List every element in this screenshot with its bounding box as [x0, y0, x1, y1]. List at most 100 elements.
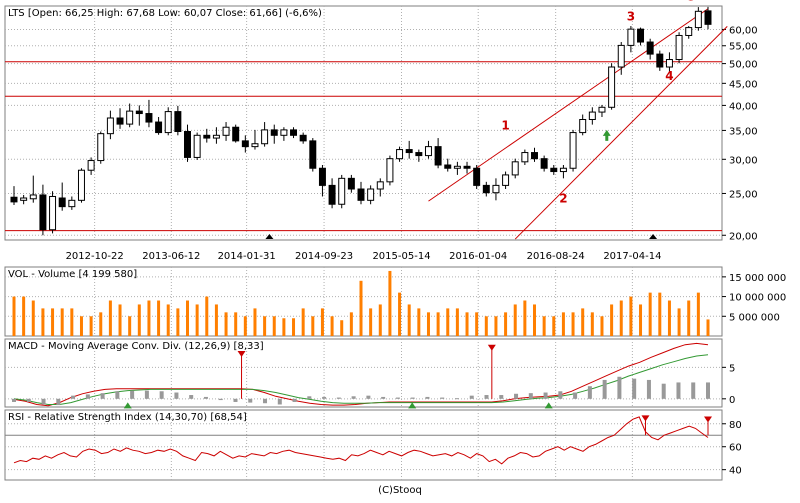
candle-body: [193, 134, 201, 158]
candle-body: [685, 27, 693, 36]
macd-histogram-bar: [676, 382, 681, 399]
wave-label: 3: [627, 9, 635, 23]
macd-histogram-bar: [617, 376, 622, 399]
volume-bar: [330, 316, 334, 336]
buy-signal-arrow: [602, 129, 611, 141]
macd-histogram-bar: [189, 395, 194, 399]
candle-body: [579, 119, 587, 134]
macd-histogram-bar: [587, 386, 592, 399]
volume-bar: [581, 308, 585, 336]
candle-body: [299, 134, 307, 142]
volume-bar: [378, 304, 382, 336]
volume-bar: [12, 296, 16, 336]
macd-histogram-bar: [381, 396, 386, 399]
volume-bar: [234, 312, 238, 336]
macd-histogram-bar: [661, 383, 666, 399]
candle-body: [598, 106, 606, 113]
volume-bar: [369, 308, 373, 336]
macd-histogram-bar: [144, 390, 149, 399]
volume-bar: [388, 270, 392, 336]
candle-body: [10, 196, 18, 203]
candle-body: [270, 129, 278, 136]
volume-bar: [186, 300, 189, 336]
macd-histogram-bar: [366, 395, 371, 399]
axis-marker: [649, 234, 658, 239]
buy-signal-arrow: [544, 402, 553, 409]
macd-histogram-bar: [484, 395, 489, 399]
candle-body: [77, 169, 85, 201]
rsi-series-line: [13, 416, 709, 465]
candle-body: [608, 66, 616, 108]
macd-series-line: [13, 354, 709, 405]
candle-body: [704, 10, 712, 25]
volume-bar: [465, 312, 469, 336]
volume-bar: [292, 318, 296, 336]
volume-bar: [195, 304, 199, 336]
candle-body: [155, 121, 163, 134]
macd-chart-title: MACD - Moving Average Conv. Div. (12,26,…: [8, 341, 264, 352]
price-y-tick-label: 30,00: [729, 155, 758, 166]
macd-histogram-bar: [263, 398, 268, 404]
volume-bar: [31, 300, 35, 336]
rsi-y-tick-label: 60: [729, 443, 742, 454]
volume-bar: [118, 304, 122, 336]
volume-bar: [590, 312, 594, 336]
candle-body: [126, 110, 134, 125]
volume-bar: [205, 296, 209, 336]
candle-body: [405, 149, 413, 154]
volume-bar: [349, 312, 353, 336]
footer-credit: (C)Stooq: [378, 485, 422, 496]
candle-body: [328, 184, 336, 205]
wave-label: 4: [665, 69, 673, 83]
candle-body: [290, 129, 298, 136]
volume-bar: [484, 316, 488, 336]
macd-histogram-bar: [115, 391, 120, 399]
volume-bar: [214, 304, 218, 336]
candle-body: [357, 188, 365, 201]
macd-histogram-bar: [543, 392, 548, 399]
volume-bar: [561, 312, 565, 336]
candle-body: [637, 28, 645, 43]
candle-body: [87, 160, 95, 171]
volume-bar: [513, 304, 517, 336]
candle-body: [559, 167, 567, 173]
volume-bar: [263, 316, 267, 336]
volume-bar: [108, 300, 112, 336]
volume-bar: [629, 296, 633, 336]
volume-bar: [696, 292, 700, 336]
macd-histogram-bar: [499, 395, 504, 399]
volume-bar: [667, 300, 671, 336]
candle-body: [656, 53, 664, 68]
volume-bar: [542, 316, 546, 336]
macd-histogram-bar: [440, 397, 445, 399]
candle-body: [145, 113, 153, 123]
candle-body: [203, 134, 211, 139]
candle-body: [694, 10, 702, 29]
volume-bar: [504, 312, 508, 336]
volume-bar: [552, 316, 556, 336]
price-y-tick-label: 60,00: [729, 25, 758, 36]
candle-body: [232, 126, 240, 142]
candle-body: [318, 167, 326, 186]
candle-body: [482, 184, 490, 194]
macd-histogram-bar: [248, 398, 253, 403]
candle-body: [473, 167, 481, 186]
price-y-tick-label: 50,00: [729, 60, 758, 71]
volume-bar: [639, 304, 643, 336]
volume-bar: [166, 304, 170, 336]
macd-histogram-bar: [425, 396, 430, 399]
candle-body: [367, 188, 375, 201]
price-x-tick-label: 2017-04-14: [603, 251, 661, 262]
macd-histogram-bar: [159, 391, 164, 399]
candle-body: [174, 111, 182, 132]
macd-histogram-bar: [573, 392, 578, 399]
macd-panel-frame: [4, 338, 723, 408]
volume-bar: [398, 292, 402, 336]
candle-body: [212, 134, 220, 139]
candle-body: [646, 41, 654, 55]
volume-bar: [417, 308, 421, 336]
macd-histogram-bar: [322, 396, 327, 399]
volume-bar: [253, 308, 257, 336]
volume-bar: [70, 308, 74, 336]
candle-body: [29, 194, 37, 200]
